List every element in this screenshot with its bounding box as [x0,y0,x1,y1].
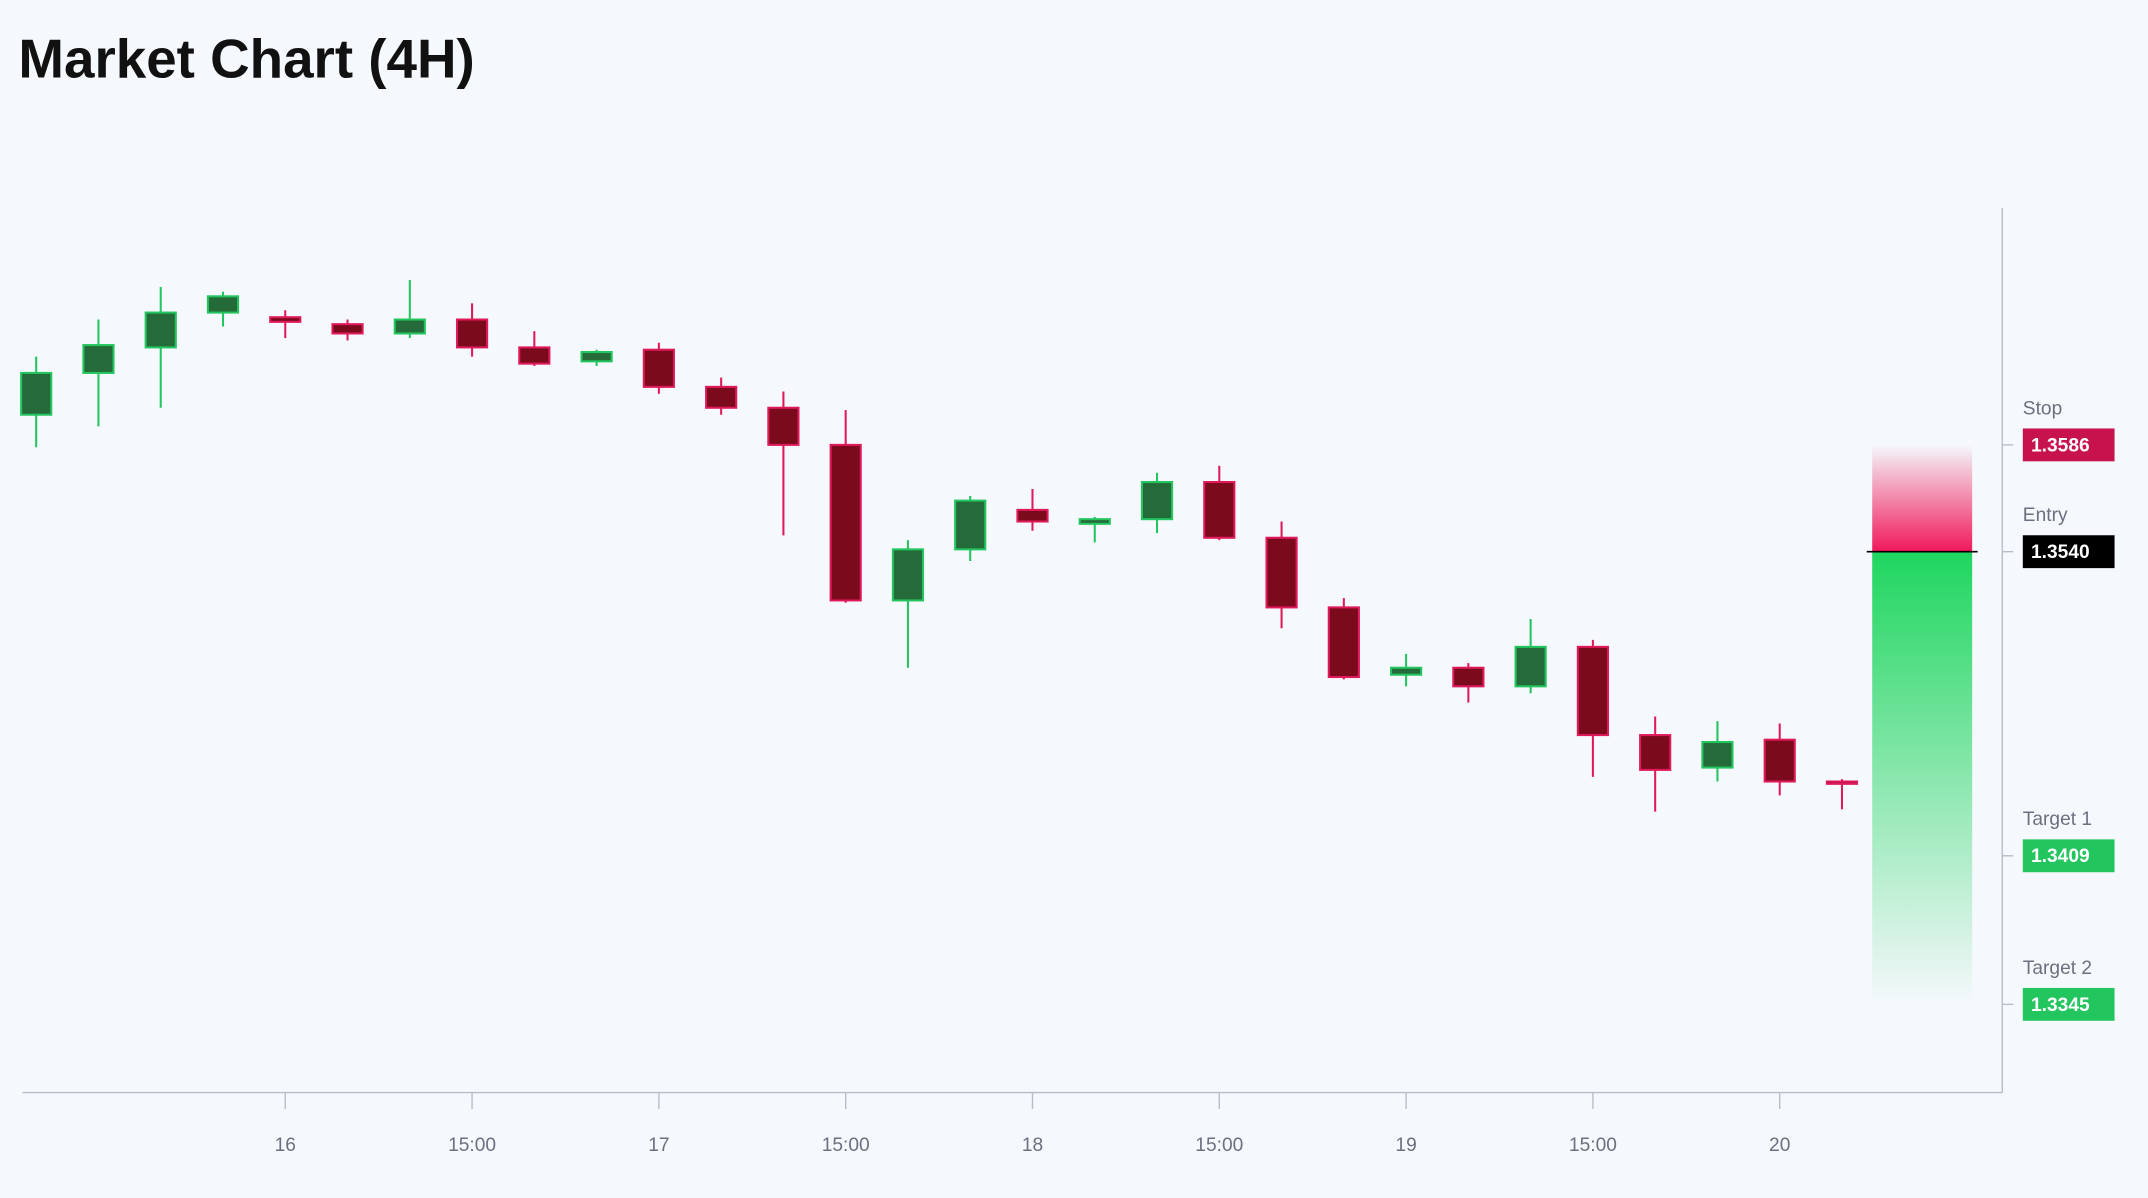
x-tick-label: 15:00 [1569,1135,1617,1156]
candle-body [1078,518,1111,525]
stop-zone [1872,444,1973,552]
candle-body [1576,645,1609,737]
level-badge [2022,987,2115,1021]
chart-title: Market Chart (4H) [18,27,474,89]
target-zone [1872,551,1973,1005]
candle-body [829,443,862,602]
x-tick-label: 17 [648,1135,669,1156]
candle-body [1825,780,1859,785]
y-tick-label: 1.3345 [2031,995,2090,1016]
candle-body [1701,741,1734,769]
level-name: Entry [2023,505,2068,526]
candle-body [954,499,987,551]
candle-body [1327,606,1360,679]
candle-body [331,323,364,335]
candle-body [518,346,551,365]
candle-body [393,318,426,335]
candle-body [891,548,925,602]
x-tick-label: 15:00 [1195,1135,1243,1156]
x-tick-label: 15:00 [822,1135,870,1156]
level-badge [2022,428,2115,462]
candle-body [1452,666,1485,688]
x-tick-label: 18 [1022,1135,1043,1156]
y-tick-label: 1.3540 [2031,542,2090,563]
candle-body [1265,536,1298,609]
level-name: Stop [2023,398,2062,419]
candle-body [1016,508,1049,523]
candle-body [82,344,115,374]
candle-body [269,316,302,323]
x-tick-label: 20 [1769,1135,1790,1156]
x-tick-label: 19 [1395,1135,1416,1156]
candle-body [767,406,800,446]
candle-body [1390,666,1423,676]
level-name: Target 2 [2023,958,2092,979]
candle-body [455,318,489,349]
candle-body [580,351,613,363]
candle-body [20,371,53,416]
x-tick-label: 15:00 [448,1135,496,1156]
candle-body [1203,481,1236,539]
y-tick-label: 1.3409 [2031,846,2090,867]
candle-body [642,348,675,388]
candle-body [705,385,738,409]
candle-body [1514,645,1547,688]
level-name: Target 1 [2023,809,2092,830]
candle-body [206,295,240,314]
candle-body [1763,738,1796,783]
candle-body [144,311,177,349]
candle-body [1140,481,1174,521]
x-tick-label: 16 [275,1135,296,1156]
level-badge [2022,535,2115,569]
y-tick-label: 1.3586 [2031,435,2090,456]
level-badge [2022,839,2115,873]
candle-body [1639,734,1672,771]
